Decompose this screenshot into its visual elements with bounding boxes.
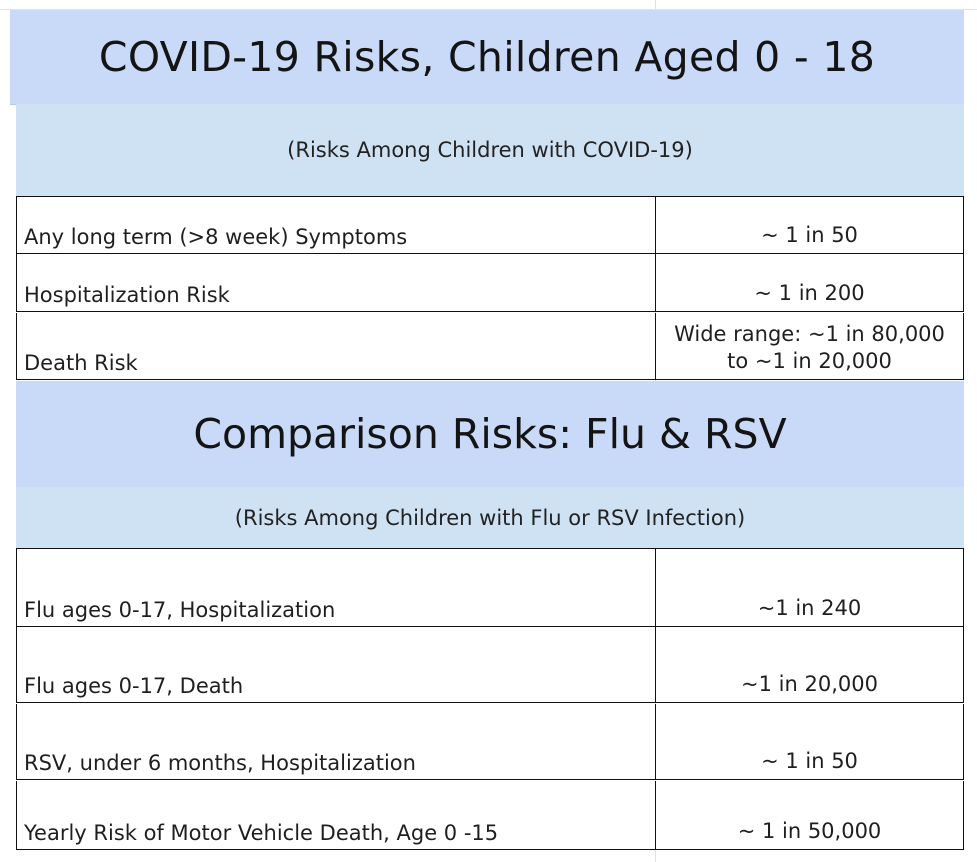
comparison-title: Comparison Risks: Flu & RSV [16, 381, 964, 487]
covid-subtitle: (Risks Among Children with COVID-19) [16, 104, 964, 196]
table-row: Hospitalization Risk ~ 1 in 200 [16, 254, 964, 312]
covid-title: COVID-19 Risks, Children Aged 0 - 18 [10, 10, 964, 105]
comparison-subtitle: (Risks Among Children with Flu or RSV In… [16, 487, 964, 548]
table-row: Any long term (>8 week) Symptoms ~ 1 in … [16, 196, 964, 254]
risk-value: ~ 1 in 50,000 [737, 819, 882, 843]
risk-label: RSV, under 6 months, Hospitalization [17, 704, 656, 779]
table-row: Flu ages 0-17, Death ~1 in 20,000 [16, 627, 964, 703]
risk-label: Any long term (>8 week) Symptoms [17, 197, 656, 253]
risk-value: ~ 1 in 200 [754, 281, 865, 305]
risk-value: ~1 in 20,000 [741, 672, 878, 696]
table-row: RSV, under 6 months, Hospitalization ~ 1… [16, 704, 964, 780]
grid-row-line [0, 9, 977, 10]
risk-label: Flu ages 0-17, Hospitalization [17, 549, 656, 626]
risk-value: ~ 1 in 50 [761, 223, 858, 247]
table-row: Flu ages 0-17, Hospitalization ~1 in 240 [16, 548, 964, 627]
risk-value: ~1 in 240 [757, 596, 862, 620]
risk-label: Death Risk [17, 313, 656, 379]
risk-value: ~ 1 in 50 [761, 749, 858, 773]
risk-value: Wide range: ~1 in 80,000 to ~1 in 20,000 [674, 322, 945, 373]
table-row: Yearly Risk of Motor Vehicle Death, Age … [16, 781, 964, 850]
risk-label: Hospitalization Risk [17, 254, 656, 311]
risk-label: Flu ages 0-17, Death [17, 627, 656, 702]
table-row: Death Risk Wide range: ~1 in 80,000 to ~… [16, 313, 964, 380]
risk-label: Yearly Risk of Motor Vehicle Death, Age … [17, 781, 656, 849]
